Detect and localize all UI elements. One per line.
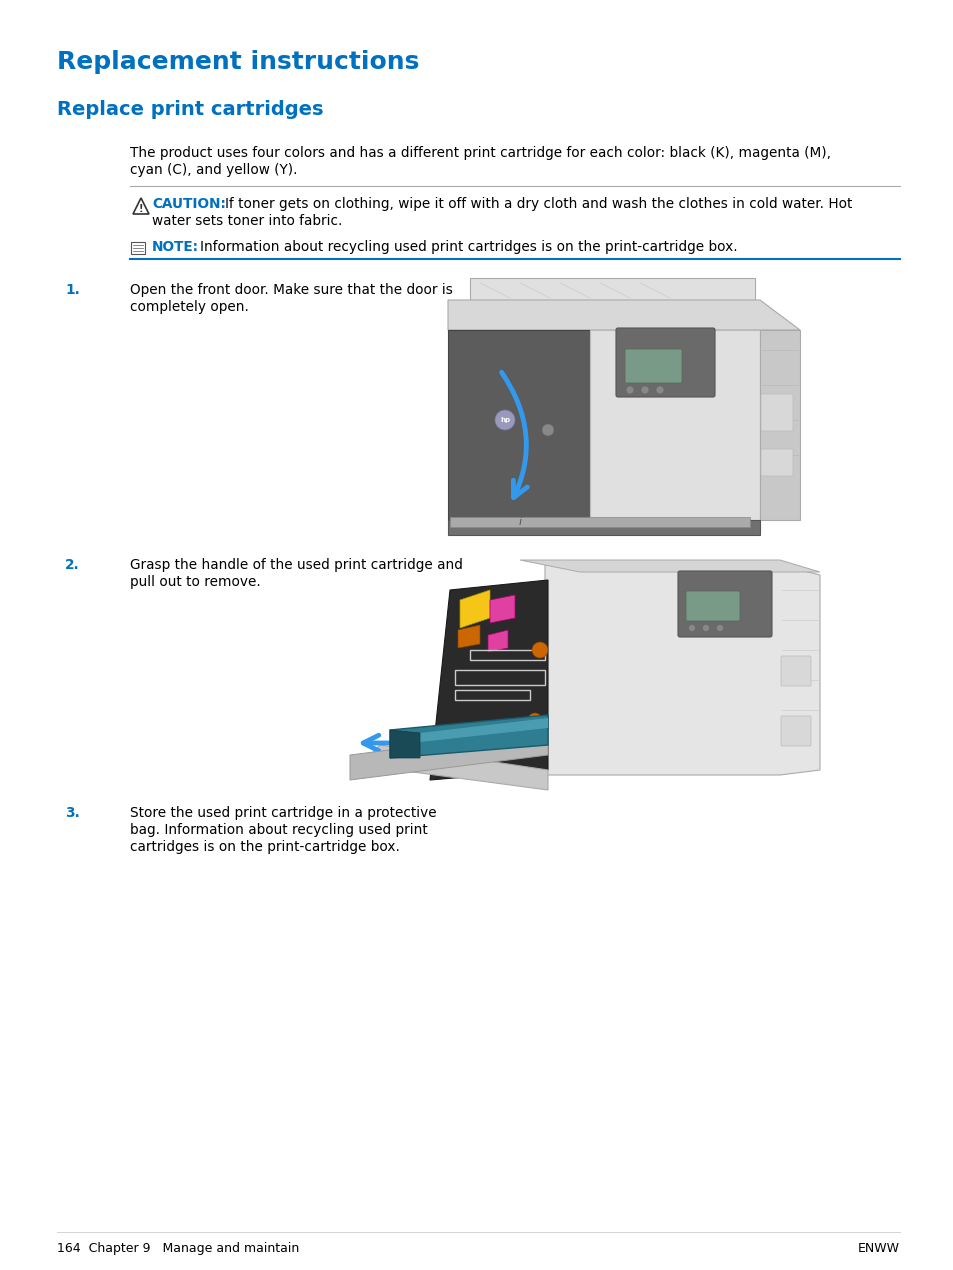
Text: completely open.: completely open. xyxy=(130,300,249,314)
Text: The product uses four colors and has a different print cartridge for each color:: The product uses four colors and has a d… xyxy=(130,146,830,160)
Circle shape xyxy=(495,410,515,431)
Circle shape xyxy=(688,625,695,631)
Circle shape xyxy=(625,386,634,394)
Polygon shape xyxy=(390,730,419,758)
Text: NOTE:: NOTE: xyxy=(152,240,199,254)
Polygon shape xyxy=(448,300,800,330)
FancyBboxPatch shape xyxy=(760,450,792,476)
Circle shape xyxy=(716,625,722,631)
Polygon shape xyxy=(760,330,800,519)
Circle shape xyxy=(640,386,648,394)
Text: 164  Chapter 9   Manage and maintain: 164 Chapter 9 Manage and maintain xyxy=(57,1242,299,1255)
FancyBboxPatch shape xyxy=(624,349,681,384)
Polygon shape xyxy=(459,591,490,627)
FancyBboxPatch shape xyxy=(781,657,810,686)
Polygon shape xyxy=(419,718,547,742)
Polygon shape xyxy=(448,330,589,519)
Circle shape xyxy=(701,625,709,631)
Text: 3.: 3. xyxy=(65,806,80,820)
Text: bag. Information about recycling used print: bag. Information about recycling used pr… xyxy=(130,823,427,837)
Polygon shape xyxy=(544,565,820,775)
Text: Grasp the handle of the used print cartridge and: Grasp the handle of the used print cartr… xyxy=(130,558,462,572)
Polygon shape xyxy=(390,715,547,758)
Polygon shape xyxy=(589,330,760,519)
Text: pull out to remove.: pull out to remove. xyxy=(130,575,260,589)
Text: Open the front door. Make sure that the door is: Open the front door. Make sure that the … xyxy=(130,283,453,297)
Text: !: ! xyxy=(138,204,143,215)
Circle shape xyxy=(532,643,547,658)
Circle shape xyxy=(527,712,541,726)
Text: Replace print cartridges: Replace print cartridges xyxy=(57,100,323,119)
Text: 1.: 1. xyxy=(65,283,80,297)
Polygon shape xyxy=(519,560,820,572)
Polygon shape xyxy=(430,580,547,780)
Text: CAUTION:: CAUTION: xyxy=(152,197,226,211)
Polygon shape xyxy=(470,278,754,302)
Text: hp: hp xyxy=(499,417,510,423)
FancyBboxPatch shape xyxy=(781,716,810,745)
FancyBboxPatch shape xyxy=(685,591,740,621)
Text: i: i xyxy=(517,517,521,527)
Text: 2.: 2. xyxy=(65,558,79,572)
Text: Information about recycling used print cartridges is on the print-cartridge box.: Information about recycling used print c… xyxy=(200,240,737,254)
Circle shape xyxy=(541,424,554,436)
Polygon shape xyxy=(488,630,507,652)
FancyBboxPatch shape xyxy=(678,572,771,638)
Polygon shape xyxy=(490,596,515,624)
FancyBboxPatch shape xyxy=(131,243,145,254)
Text: Store the used print cartridge in a protective: Store the used print cartridge in a prot… xyxy=(130,806,436,820)
Text: cyan (C), and yellow (Y).: cyan (C), and yellow (Y). xyxy=(130,163,297,177)
Polygon shape xyxy=(457,625,479,648)
Text: If toner gets on clothing, wipe it off with a dry cloth and wash the clothes in : If toner gets on clothing, wipe it off w… xyxy=(225,197,851,211)
Text: cartridges is on the print-cartridge box.: cartridges is on the print-cartridge box… xyxy=(130,839,399,853)
Polygon shape xyxy=(448,519,760,535)
Circle shape xyxy=(656,386,663,394)
Polygon shape xyxy=(350,730,547,780)
FancyBboxPatch shape xyxy=(616,328,714,398)
Text: ENWW: ENWW xyxy=(857,1242,899,1255)
Text: Replacement instructions: Replacement instructions xyxy=(57,50,419,74)
FancyBboxPatch shape xyxy=(760,394,792,431)
FancyBboxPatch shape xyxy=(450,517,749,527)
Text: water sets toner into fabric.: water sets toner into fabric. xyxy=(152,215,342,229)
Polygon shape xyxy=(359,745,547,790)
